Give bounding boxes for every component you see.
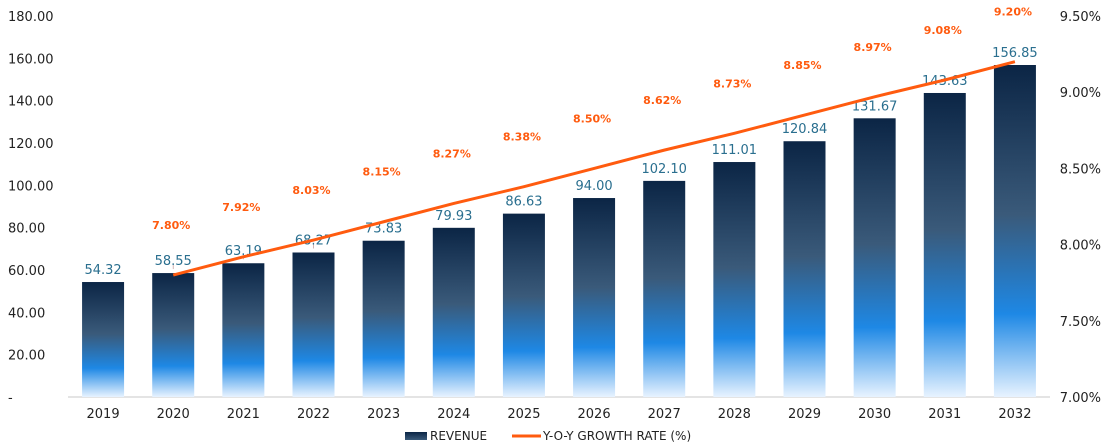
x-tick-label: 2019 [87, 407, 120, 422]
revenue-value-label: 86.63 [505, 195, 542, 210]
revenue-value-label: 79.93 [435, 209, 472, 224]
revenue-bar [923, 92, 966, 398]
x-tick-label: 2030 [858, 407, 891, 422]
growth-value-labels: 7.80% 7.92% 8.03% 8.15% 8.27% 8.38% 8.50% 8.62%… [152, 6, 1032, 232]
growth-value-label: 8.38% [503, 131, 541, 144]
y-left-tick-label: - [8, 391, 13, 406]
growth-value-label: 9.08% [924, 24, 962, 37]
revenue-value-label: 102.10 [641, 162, 687, 177]
revenue-value-label: 54.32 [84, 263, 121, 278]
revenue-value-label: 131.67 [852, 99, 898, 114]
x-tick-label: 2022 [297, 407, 330, 422]
growth-value-label: 8.73% [713, 77, 751, 90]
x-tick-label: 2027 [648, 407, 681, 422]
revenue-bar [783, 141, 826, 397]
legend-revenue-label: REVENUE [430, 429, 487, 443]
y-right-tick-label: 9.50% [1060, 10, 1101, 25]
revenue-bar [573, 198, 616, 397]
revenue-value-label: 94.00 [575, 179, 612, 194]
y-right-tick-label: 7.00% [1060, 391, 1101, 406]
y-left-tick-label: 160.00 [8, 52, 54, 67]
x-tick-label: 2028 [718, 407, 751, 422]
y-left-tick-label: 80.00 [8, 222, 45, 237]
y-left-tick-label: 100.00 [8, 179, 54, 194]
x-tick-label: 2023 [367, 407, 400, 422]
y-right-tick-label: 8.00% [1060, 239, 1101, 254]
revenue-bars [82, 65, 1036, 398]
y-left-tick-label: 40.00 [8, 306, 45, 321]
revenue-bar [502, 213, 545, 397]
growth-value-label: 8.03% [292, 184, 330, 197]
y-left-tick-label: 180.00 [8, 10, 54, 25]
revenue-bar [643, 180, 686, 397]
growth-value-label: 8.15% [363, 166, 401, 179]
revenue-value-labels: 54.3258.5563.1968.2773.8379.9386.6394.00… [84, 46, 1037, 278]
x-tick-label: 2026 [578, 407, 611, 422]
legend-growth-label: Y-O-Y GROWTH RATE (%) [542, 429, 691, 443]
growth-value-label: 7.80% [152, 219, 190, 232]
x-tick-label: 2032 [998, 407, 1031, 422]
x-tick-label: 2025 [507, 407, 540, 422]
growth-value-label: 9.20% [994, 6, 1032, 19]
revenue-bar [432, 227, 475, 397]
revenue-bar [82, 282, 125, 397]
x-tick-label: 2029 [788, 407, 821, 422]
y-right-tick-label: 9.00% [1060, 86, 1101, 101]
revenue-bar [993, 65, 1036, 398]
legend: REVENUE Y-O-Y GROWTH RATE (%) [405, 429, 691, 443]
revenue-bar [713, 162, 756, 397]
x-tick-label: 2020 [157, 407, 190, 422]
revenue-value-label: 58.55 [155, 254, 192, 269]
y-right-tick-label: 7.50% [1060, 315, 1101, 330]
growth-value-label: 8.50% [573, 112, 611, 125]
growth-value-label: 8.97% [854, 41, 892, 54]
revenue-bar [292, 252, 335, 397]
revenue-bar [152, 273, 195, 397]
x-tick-label: 2021 [227, 407, 260, 422]
y-left-tick-label: 20.00 [8, 349, 45, 364]
revenue-bar [853, 118, 896, 398]
growth-value-label: 8.85% [783, 59, 821, 72]
y-left-tick-label: 140.00 [8, 95, 54, 110]
revenue-value-label: 111.01 [712, 143, 758, 158]
y-left-tick-label: 60.00 [8, 264, 45, 279]
x-tick-label: 2031 [928, 407, 961, 422]
y-left-tick-label: 120.00 [8, 137, 54, 152]
revenue-value-label: 156.85 [992, 46, 1038, 61]
growth-value-label: 8.27% [433, 147, 471, 160]
growth-rate-line [172, 60, 1016, 277]
revenue-value-label: 120.84 [782, 122, 828, 137]
x-tick-label: 2024 [437, 407, 470, 422]
growth-value-label: 7.92% [222, 201, 260, 214]
revenue-bar [222, 263, 265, 397]
growth-line-layer [172, 60, 1016, 277]
axes: - 20.00 40.00 60.00 80.00 100.00 120.00 140.00 1… [8, 10, 1101, 422]
legend-revenue-swatch [405, 432, 427, 440]
y-right-tick-label: 8.50% [1060, 162, 1101, 177]
growth-value-label: 8.62% [643, 94, 681, 107]
revenue-bar [362, 240, 405, 397]
